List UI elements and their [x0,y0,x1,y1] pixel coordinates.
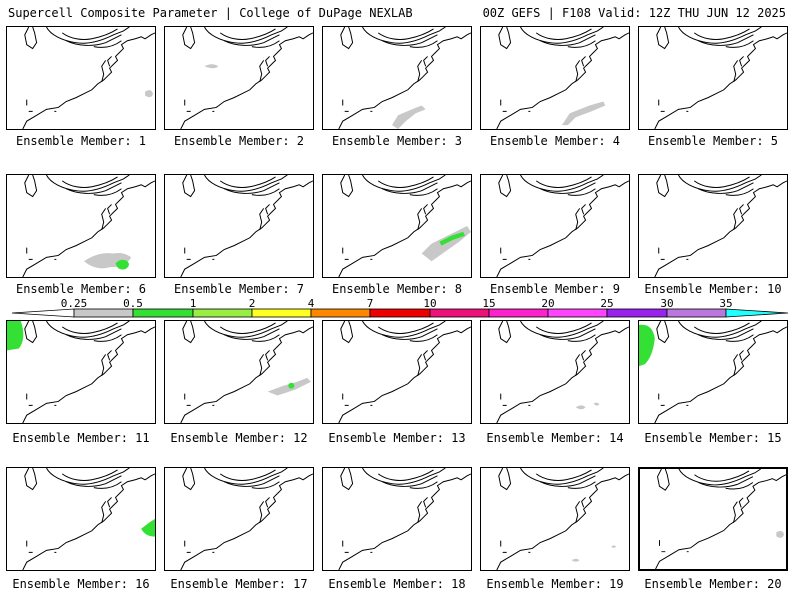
color-legend [11,308,789,318]
legend-bin-6 [369,308,431,318]
member-caption-3: Ensemble Member: 3 [331,134,463,148]
map-panel-member-16[interactable] [6,467,156,571]
map-9 [496,175,629,277]
map-13 [338,321,471,423]
legend-tick-label: 1 [189,297,197,310]
map-panel-member-3[interactable] [322,26,472,130]
map-15 [639,321,787,423]
member-caption-9: Ensemble Member: 9 [489,282,621,296]
member-caption-2: Ensemble Member: 2 [173,134,305,148]
member-caption-10: Ensemble Member: 10 [644,282,782,296]
legend-tick-label: 25 [600,297,614,310]
member-caption-7: Ensemble Member: 7 [173,282,305,296]
member-caption-18: Ensemble Member: 18 [328,577,466,591]
legend-bin-1 [73,308,134,318]
map-panel-member-15[interactable] [638,320,788,424]
legend-tick-label: 35 [719,297,733,310]
map-18 [338,468,471,570]
map-11 [7,321,155,423]
member-caption-4: Ensemble Member: 4 [489,134,621,148]
map-7 [180,175,313,277]
legend-bin-9 [547,308,608,318]
page-title: Supercell Composite Parameter | College … [8,6,413,20]
map-panel-member-17[interactable] [164,467,314,571]
legend-bin-2 [132,308,194,318]
map-12 [180,321,313,423]
legend-bin-7 [429,308,490,318]
legend-min-cap [11,308,75,318]
map-panel-member-7[interactable] [164,174,314,278]
legend-tick-label: 0.5 [123,297,143,310]
legend-tick-label: 20 [541,297,555,310]
member-caption-19: Ensemble Member: 19 [486,577,624,591]
legend-bin-11 [666,308,727,318]
legend-bin-10 [606,308,668,318]
legend-bin-8 [488,308,549,318]
member-caption-5: Ensemble Member: 5 [647,134,779,148]
member-caption-6: Ensemble Member: 6 [15,282,147,296]
member-caption-13: Ensemble Member: 13 [328,431,466,445]
member-caption-17: Ensemble Member: 17 [170,577,308,591]
map-panel-member-6[interactable] [6,174,156,278]
map-2 [180,27,313,129]
map-17 [180,468,313,570]
map-panel-member-9[interactable] [480,174,630,278]
map-20 [655,469,786,569]
map-panel-member-8[interactable] [322,174,472,278]
member-caption-12: Ensemble Member: 12 [170,431,308,445]
legend-bin-5 [310,308,371,318]
map-panel-member-10[interactable] [638,174,788,278]
legend-tick-label: 30 [660,297,674,310]
map-14 [496,321,629,423]
legend-tick-label: 7 [366,297,374,310]
legend-bin-4 [251,308,312,318]
member-caption-14: Ensemble Member: 14 [486,431,624,445]
map-16 [22,468,155,570]
map-10 [654,175,787,277]
map-panel-member-1[interactable] [6,26,156,130]
legend-tick-label: 2 [248,297,256,310]
member-caption-11: Ensemble Member: 11 [12,431,150,445]
member-caption-15: Ensemble Member: 15 [644,431,782,445]
valid-time: 00Z GEFS | F108 Valid: 12Z THU JUN 12 20… [482,6,786,20]
map-4 [496,27,629,129]
map-panel-member-12[interactable] [164,320,314,424]
map-panel-member-14[interactable] [480,320,630,424]
legend-tick-label: 10 [423,297,437,310]
member-caption-16: Ensemble Member: 16 [12,577,150,591]
map-panel-member-18[interactable] [322,467,472,571]
member-caption-1: Ensemble Member: 1 [15,134,147,148]
map-1 [22,27,155,129]
map-5 [654,27,787,129]
member-caption-8: Ensemble Member: 8 [331,282,463,296]
map-8 [338,175,471,277]
map-19 [496,468,629,570]
map-3 [338,27,471,129]
legend-max-cap [725,308,789,318]
map-panel-member-2[interactable] [164,26,314,130]
map-panel-member-5[interactable] [638,26,788,130]
map-6 [22,175,155,277]
legend-bin-3 [192,308,253,318]
legend-tick-label: 15 [482,297,496,310]
member-caption-20: Ensemble Member: 20 [644,577,782,591]
legend-tick-label: 4 [307,297,315,310]
map-panel-member-19[interactable] [480,467,630,571]
map-panel-member-11[interactable] [6,320,156,424]
map-panel-member-13[interactable] [322,320,472,424]
map-panel-member-4[interactable] [480,26,630,130]
map-panel-member-20[interactable] [638,467,788,571]
legend-tick-label: 0.25 [60,297,88,310]
